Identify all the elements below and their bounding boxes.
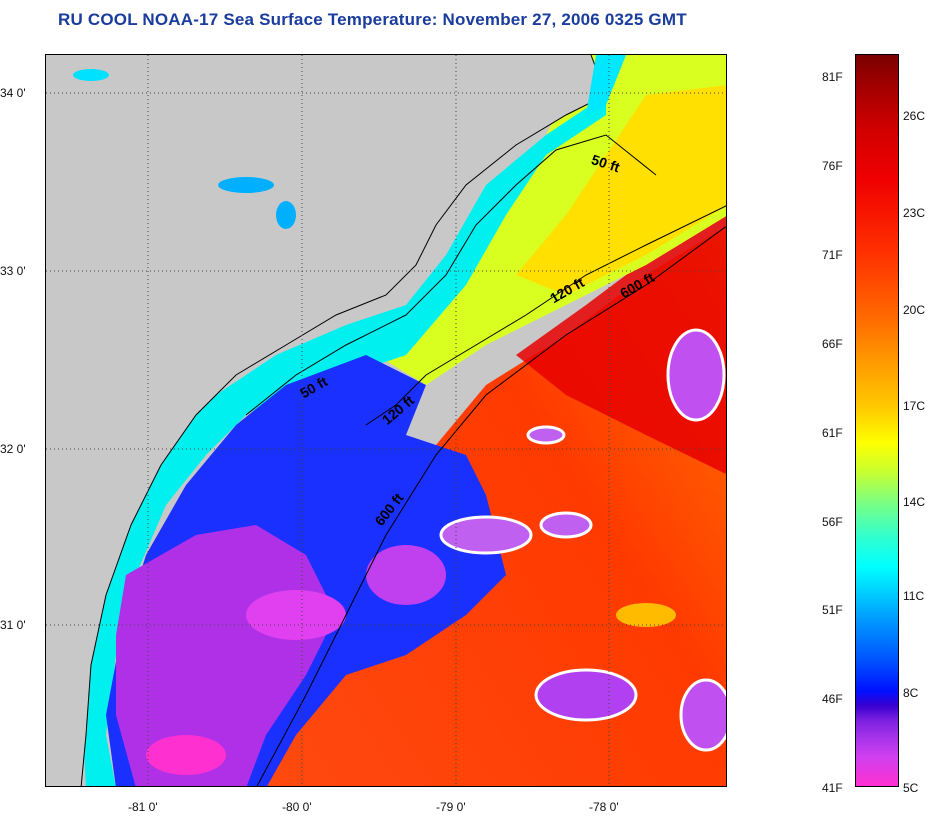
land-mass xyxy=(46,55,606,786)
longitude-label: -78 0' xyxy=(589,800,619,814)
latitude-label: 31 0' xyxy=(0,618,26,632)
cloud-patch xyxy=(526,425,566,445)
colorbar-label-f: 66F xyxy=(822,337,843,351)
colorbar-label-f: 46F xyxy=(822,692,843,706)
colorbar-label-c: 5C xyxy=(903,781,919,795)
colorbar-label-f: 51F xyxy=(822,603,843,617)
lake xyxy=(276,201,296,229)
cold-patch xyxy=(366,545,446,605)
coastal-cyan-water xyxy=(81,95,606,786)
graticule xyxy=(46,55,726,786)
latitude-label: 32 0' xyxy=(0,442,26,456)
latitude-label: 34 0' xyxy=(0,86,26,100)
latitude-label: 33 0' xyxy=(0,264,26,278)
cloud-patch xyxy=(616,603,676,627)
colorbar-label-c: 26C xyxy=(903,109,926,123)
cloud-patch xyxy=(679,678,726,752)
map-title: RU COOL NOAA-17 Sea Surface Temperature:… xyxy=(58,10,687,29)
colorbar-label-c: 8C xyxy=(903,686,919,700)
colorbar-label-c: 20C xyxy=(903,303,926,317)
temperature-colorbar xyxy=(855,54,899,787)
sst-map-graphic: 50 ft 120 ft 600 ft 50 ft 120 ft 600 ft xyxy=(46,55,726,786)
colorbar-label-f: 61F xyxy=(822,426,843,440)
isobath-50ft xyxy=(245,134,657,416)
isobath-600ft xyxy=(256,225,726,786)
colorbar-label-c: 17C xyxy=(903,399,926,413)
colorbar-label-f: 81F xyxy=(822,70,843,84)
cold-patch xyxy=(246,590,346,640)
cloud-patch xyxy=(666,328,726,422)
longitude-label: -81 0' xyxy=(128,800,158,814)
cold-patch xyxy=(146,735,226,775)
cloud-patch xyxy=(539,511,593,539)
colorbar-label-f: 71F xyxy=(822,248,843,262)
colorbar-label-c: 14C xyxy=(903,495,926,509)
coastline xyxy=(80,55,607,786)
cloud-patch xyxy=(534,668,638,722)
colorbar-label-c: 11C xyxy=(903,589,925,603)
colorbar-label-c: 23C xyxy=(903,206,926,220)
longitude-label: -80 0' xyxy=(282,800,312,814)
lake xyxy=(218,177,274,193)
sst-map: 50 ft 120 ft 600 ft 50 ft 120 ft 600 ft xyxy=(45,54,727,787)
isobath-120ft xyxy=(365,205,726,426)
colorbar-label-f: 76F xyxy=(822,159,843,173)
cloud-patch xyxy=(439,515,533,555)
colorbar-label-f: 41F xyxy=(822,781,843,795)
cold-magenta-water xyxy=(116,525,336,786)
barrier-island xyxy=(586,55,626,115)
colorbar-label-f: 56F xyxy=(822,515,843,529)
longitude-label: -79 0' xyxy=(436,800,466,814)
lake xyxy=(73,69,109,81)
yellow-band xyxy=(516,85,726,295)
